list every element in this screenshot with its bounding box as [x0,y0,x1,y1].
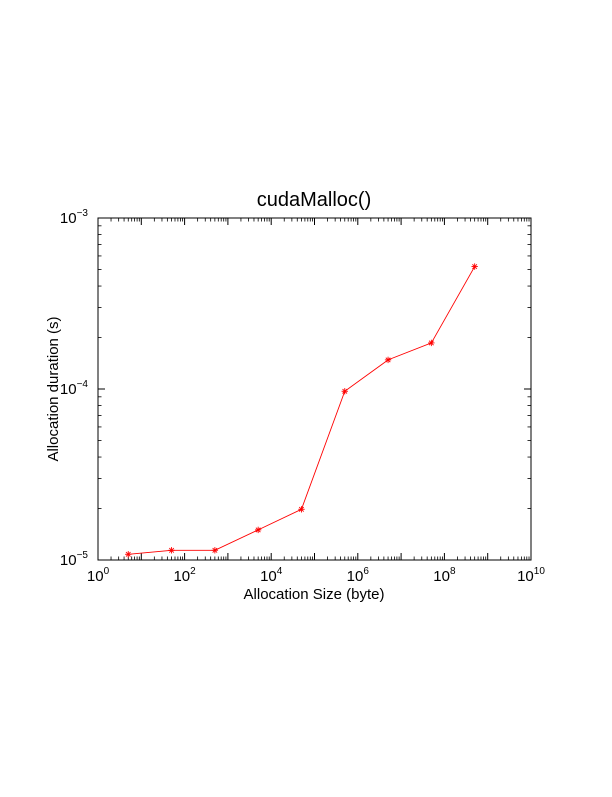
y-tick-label: 10−4 [60,379,89,398]
y-tick-label: 10−3 [60,208,89,227]
y-axis-label: Allocation duration (s) [45,316,62,461]
data-point-marker [428,339,435,347]
x-axis-ticks: 100 102 104 106 108 1010 [87,218,545,585]
y-axis-ticks: 10−5 10−4 10−3 [60,208,531,569]
x-tick-label: 104 [260,566,283,585]
x-tick-label: 108 [433,566,456,585]
data-point-marker [125,551,132,558]
data-point-marker [384,356,392,364]
data-point-marker [211,547,219,554]
plot-area-frame [97,217,532,561]
data-point-marker [471,263,478,270]
x-tick-label: 106 [347,566,370,585]
x-axis-label: Allocation Size (byte) [244,586,385,603]
x-tick-label: 1010 [517,566,545,585]
series-layer [125,263,478,558]
y-tick-label: 10−5 [60,550,89,569]
chart-title: cudaMalloc() [257,189,371,211]
x-tick-label: 100 [87,566,110,585]
data-point-marker [254,526,262,534]
x-tick-label: 102 [173,566,196,585]
data-point-marker [298,506,305,513]
data-point-marker [168,547,175,554]
data-point-marker [341,388,348,395]
